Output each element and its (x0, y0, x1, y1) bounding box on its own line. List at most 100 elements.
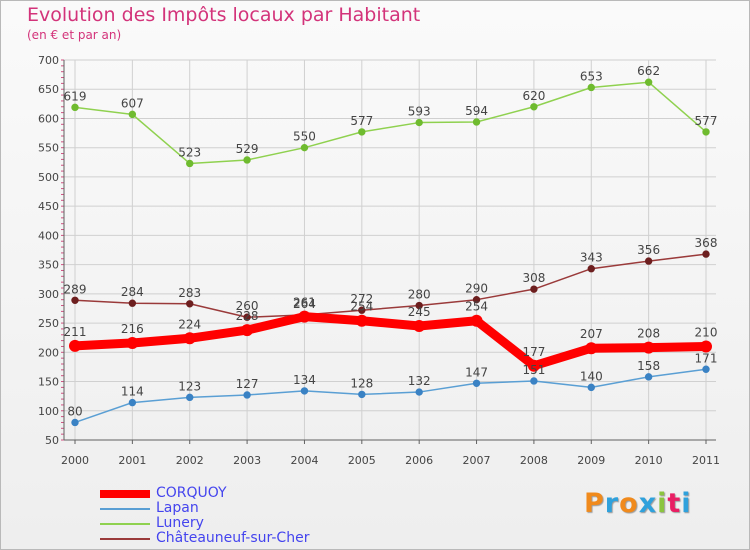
data-label-lapan-2001: 114 (121, 385, 144, 399)
point-lapan-2002 (186, 393, 194, 402)
y-tick-label-650: 650 (38, 83, 59, 96)
series-layer (69, 78, 712, 427)
data-label-ch-teauneuf-sur-cher-2005: 272 (350, 292, 373, 306)
axis-layer: 50 100 150 200 250 300 350 400 450 500 550 600 650 70… (38, 54, 720, 467)
logo-letter: r (604, 488, 620, 519)
x-tick-label-2006: 2006 (405, 454, 433, 467)
logo-letter: i (657, 488, 668, 519)
point-lapan-2007 (472, 379, 481, 387)
data-label-lapan-2003: 127 (236, 377, 259, 391)
point-corquoy-2004 (298, 310, 311, 323)
y-tick-label-300: 300 (38, 288, 59, 301)
point-ch-teauneuf-sur-cher-2000 (71, 296, 79, 304)
y-tick-label-550: 550 (38, 142, 59, 155)
data-label-lapan-2009: 140 (580, 369, 603, 383)
point-lunery-2001 (128, 110, 137, 119)
x-tick-label-2000: 2000 (61, 454, 89, 467)
point-ch-teauneuf-sur-cher-2002 (186, 300, 194, 308)
legend-swatch-corquoy (100, 490, 150, 498)
point-lapan-2000 (71, 418, 79, 427)
point-ch-teauneuf-sur-cher-2006 (415, 301, 423, 310)
data-label-lunery-2006: 593 (408, 105, 431, 119)
data-label-ch-teauneuf-sur-cher-2006: 280 (408, 288, 431, 302)
data-label-lunery-2002: 523 (178, 145, 201, 159)
series-line-ch-teauneuf-sur-cher (74, 253, 707, 318)
y-tick-label-600: 600 (38, 112, 59, 125)
data-label-corquoy-2008: 177 (522, 345, 545, 359)
point-corquoy-2005 (355, 314, 368, 327)
data-label-lapan-2007: 147 (465, 365, 488, 379)
point-corquoy-2002 (183, 332, 196, 345)
point-lapan-2003 (243, 391, 251, 399)
x-tick-label-2001: 2001 (118, 454, 146, 467)
data-label-lapan-2004: 134 (293, 373, 316, 387)
point-lapan-2010 (644, 373, 653, 381)
data-label-corquoy-2007: 254 (465, 300, 488, 314)
x-tick-label-2003: 2003 (233, 454, 261, 467)
legend-label-lunery: Lunery (156, 515, 204, 531)
point-ch-teauneuf-sur-cher-2007 (472, 295, 481, 304)
point-corquoy-2007 (470, 314, 483, 327)
point-lunery-2010 (644, 78, 653, 86)
point-corquoy-2011 (700, 340, 712, 353)
data-label-ch-teauneuf-sur-cher-2000: 289 (64, 282, 87, 296)
x-tick-label-2005: 2005 (348, 454, 376, 467)
x-tick-label-2004: 2004 (290, 454, 318, 467)
x-tick-label-2007: 2007 (463, 454, 491, 467)
data-label-lunery-2000: 619 (64, 89, 87, 103)
point-lapan-2005 (358, 390, 366, 399)
data-label-lapan-2011: 171 (695, 351, 718, 365)
y-tick-label-50: 50 (45, 434, 59, 447)
point-lapan-2008 (530, 377, 538, 385)
x-tick-label-2002: 2002 (176, 454, 204, 467)
data-label-lunery-2007: 594 (465, 104, 488, 118)
point-lapan-2009 (587, 383, 595, 392)
legend-swatch-lunery (100, 523, 150, 525)
point-lunery-2009 (587, 83, 595, 92)
logo-letter: t (667, 488, 682, 519)
data-label-corquoy-2011: 210 (695, 325, 718, 339)
data-label-lunery-2003: 529 (236, 142, 259, 156)
logo-letter: x (638, 488, 658, 519)
data-label-lapan-2000: 80 (67, 404, 82, 418)
data-label-corquoy-2005: 254 (350, 300, 373, 314)
data-label-lunery-2011: 577 (695, 114, 718, 128)
point-ch-teauneuf-sur-cher-2010 (644, 257, 653, 265)
chart-subtitle: (en € et par an) (27, 28, 122, 42)
data-label-lapan-2006: 132 (408, 374, 431, 388)
point-lunery-2007 (472, 118, 481, 126)
point-ch-teauneuf-sur-cher-2011 (702, 250, 710, 258)
y-tick-label-400: 400 (38, 229, 59, 242)
point-lapan-2006 (415, 388, 423, 396)
data-label-corquoy-2001: 216 (121, 322, 144, 336)
point-corquoy-2006 (413, 320, 426, 332)
point-corquoy-2010 (642, 341, 655, 354)
data-label-ch-teauneuf-sur-cher-2007: 290 (465, 282, 488, 296)
series-line-lunery (74, 81, 707, 165)
data-label-corquoy-2002: 224 (178, 317, 201, 331)
data-label-corquoy-2000: 211 (64, 325, 87, 339)
y-tick-label-500: 500 (38, 171, 59, 184)
point-lunery-2005 (358, 128, 366, 136)
x-tick-label-2011: 2011 (692, 454, 720, 467)
data-label-ch-teauneuf-sur-cher-2011: 368 (695, 236, 718, 250)
data-label-ch-teauneuf-sur-cher-2003: 260 (236, 299, 259, 313)
series-line-lapan (74, 368, 707, 424)
data-label-corquoy-2003: 228 (236, 309, 259, 323)
data-label-lapan-2002: 123 (178, 379, 201, 393)
point-lunery-2003 (243, 156, 251, 164)
y-tick-label-450: 450 (38, 200, 59, 213)
point-lunery-2006 (415, 118, 423, 127)
legend-swatch-lapan (100, 508, 150, 510)
y-tick-label-200: 200 (38, 346, 59, 359)
data-label-lunery-2009: 653 (580, 69, 603, 83)
y-tick-label-250: 250 (38, 317, 59, 330)
data-label-lunery-2005: 577 (350, 114, 373, 128)
x-tick-label-2009: 2009 (577, 454, 605, 467)
legend-label-lapan: Lapan (156, 500, 199, 516)
legend-label-corquoy: CORQUOY (156, 485, 227, 501)
data-label-lapan-2005: 128 (350, 376, 373, 390)
data-label-corquoy-2004: 261 (293, 296, 316, 310)
point-lapan-2001 (128, 398, 137, 407)
